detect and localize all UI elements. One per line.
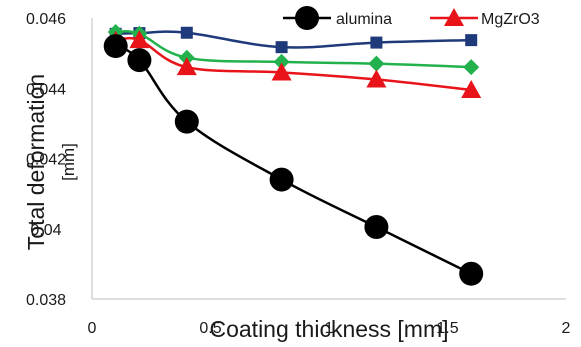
series-layer (103, 24, 484, 286)
data-point (129, 30, 150, 49)
data-point (364, 214, 389, 239)
x-tick-label: 0 (88, 320, 97, 337)
data-point (366, 69, 387, 88)
legend-label: alumina (336, 11, 392, 28)
data-point (180, 26, 193, 39)
x-axis-title: Coating thickness [mm] (209, 316, 448, 342)
data-point (463, 59, 480, 76)
data-point (368, 55, 385, 72)
x-tick-label: 0.5 (199, 320, 221, 337)
y-axis-title: Total deformation [mm] (23, 74, 78, 250)
data-point (370, 36, 383, 49)
series-line (115, 44, 472, 275)
x-tick-label: 1.5 (436, 320, 458, 337)
data-point (127, 48, 152, 73)
data-point (174, 109, 199, 134)
data-point (103, 34, 128, 59)
y-axis-title-line: [mm] (59, 143, 78, 181)
x-tick-label: 1 (325, 320, 334, 337)
y-tick-label: 0.046 (26, 11, 66, 28)
y-tick-label: 0.04 (30, 222, 61, 239)
legend-marker (444, 8, 464, 26)
axes (91, 18, 566, 300)
legend-marker (295, 6, 319, 30)
y-tick-label: 0.042 (26, 152, 66, 169)
legend: alumina MgZrO3 (283, 6, 540, 30)
legend-label: MgZrO3 (481, 11, 540, 28)
tick-labels: 0 0.5 1 1.5 2 0.038 0.04 0.042 0.044 0.046 (26, 11, 571, 337)
y-tick-label: 0.044 (26, 81, 66, 98)
data-point (459, 261, 484, 286)
y-axis-title-line: Total deformation (23, 74, 49, 250)
data-point (271, 62, 292, 81)
data-point (465, 34, 478, 47)
series-line (115, 30, 472, 49)
y-tick-label: 0.038 (26, 292, 66, 309)
data-point (176, 57, 197, 76)
series-alumina (103, 34, 484, 286)
data-point (273, 53, 290, 70)
x-tick-label: 2 (562, 320, 571, 337)
data-point (275, 41, 288, 54)
data-point (269, 167, 294, 192)
data-point (461, 80, 482, 99)
